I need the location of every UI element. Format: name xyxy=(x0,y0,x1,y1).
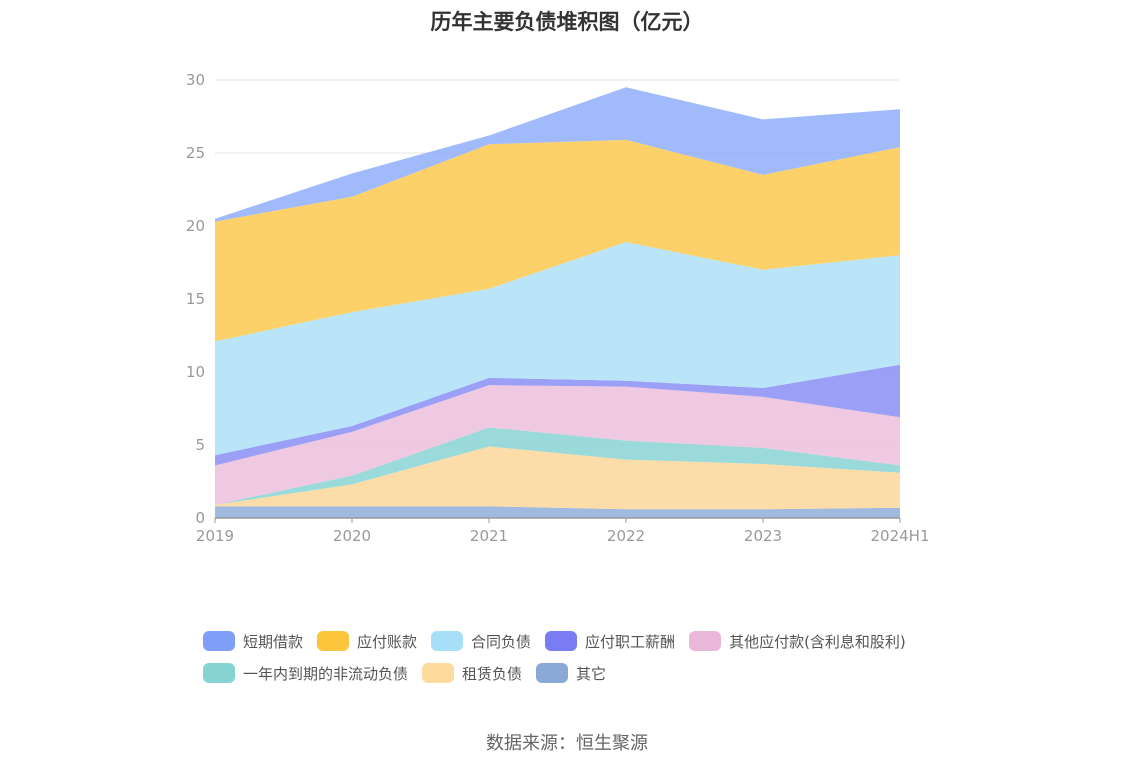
area-series-layer xyxy=(215,87,900,518)
chart-title: 历年主要负债堆积图（亿元） xyxy=(430,10,704,34)
y-tick-label: 25 xyxy=(186,144,205,162)
legend-label: 租赁负债 xyxy=(462,664,523,683)
area-series xyxy=(215,242,900,456)
y-tick-label: 0 xyxy=(195,509,205,527)
legend-swatch xyxy=(536,663,569,683)
area-series xyxy=(215,139,900,342)
legend-label: 其它 xyxy=(576,664,607,683)
legend-label: 应付职工薪酬 xyxy=(585,632,676,651)
y-tick-label: 15 xyxy=(186,290,205,308)
area-series xyxy=(215,364,900,466)
area-series xyxy=(215,385,900,505)
legend-swatch xyxy=(689,631,722,651)
legend-item[interactable]: 其他应付款(含利息和股利) xyxy=(689,630,906,652)
legend-swatch xyxy=(431,631,464,651)
y-tick-label: 5 xyxy=(195,436,205,454)
x-tick-label: 2024H1 xyxy=(871,527,930,545)
x-tick-label: 2023 xyxy=(744,527,782,545)
legend-item[interactable]: 一年内到期的非流动负债 xyxy=(203,662,408,684)
legend-item[interactable]: 租赁负债 xyxy=(422,662,522,684)
x-tick-label: 2019 xyxy=(196,527,234,545)
legend-swatch xyxy=(422,663,455,683)
y-tick-label: 10 xyxy=(186,363,205,381)
legend-swatch xyxy=(203,663,235,683)
legend-item[interactable]: 应付账款 xyxy=(317,630,417,652)
chart-legend: 短期借款 应付账款 合同负债 应付职工薪酬 其他应付款(含利息和股利) 一年内到期的非流动… xyxy=(203,630,963,684)
legend-swatch xyxy=(317,631,350,651)
legend-item[interactable]: 短期借款 xyxy=(203,630,303,652)
x-tick-label: 2020 xyxy=(333,527,371,545)
legend-label: 一年内到期的非流动负债 xyxy=(243,664,409,683)
area-series xyxy=(215,87,900,222)
legend-item[interactable]: 应付职工薪酬 xyxy=(545,630,675,652)
legend-label: 合同负债 xyxy=(471,632,532,651)
legend-swatch xyxy=(203,631,235,651)
y-tick-label: 20 xyxy=(186,217,205,235)
x-tick-label: 2021 xyxy=(470,527,508,545)
y-tick-label: 30 xyxy=(186,71,205,89)
axes: 0 5 10 15 20 25 30 2019 2020 2021 2022 2023 2024H1 xyxy=(186,71,930,545)
legend-label: 其他应付款(含利息和股利) xyxy=(729,632,906,651)
legend-label: 短期借款 xyxy=(243,632,304,651)
data-source-note: 数据来源：恒生聚源 xyxy=(486,733,648,754)
legend-label: 应付账款 xyxy=(357,632,418,651)
legend-item[interactable]: 合同负债 xyxy=(431,630,531,652)
legend-swatch xyxy=(545,631,578,651)
area-series xyxy=(215,427,900,505)
x-tick-label: 2022 xyxy=(607,527,645,545)
legend-item[interactable]: 其它 xyxy=(536,662,606,684)
stacked-area-chart: 0 5 10 15 20 25 30 2019 2020 2021 2022 2023 2024H1 xyxy=(186,71,930,545)
area-series xyxy=(215,446,900,510)
